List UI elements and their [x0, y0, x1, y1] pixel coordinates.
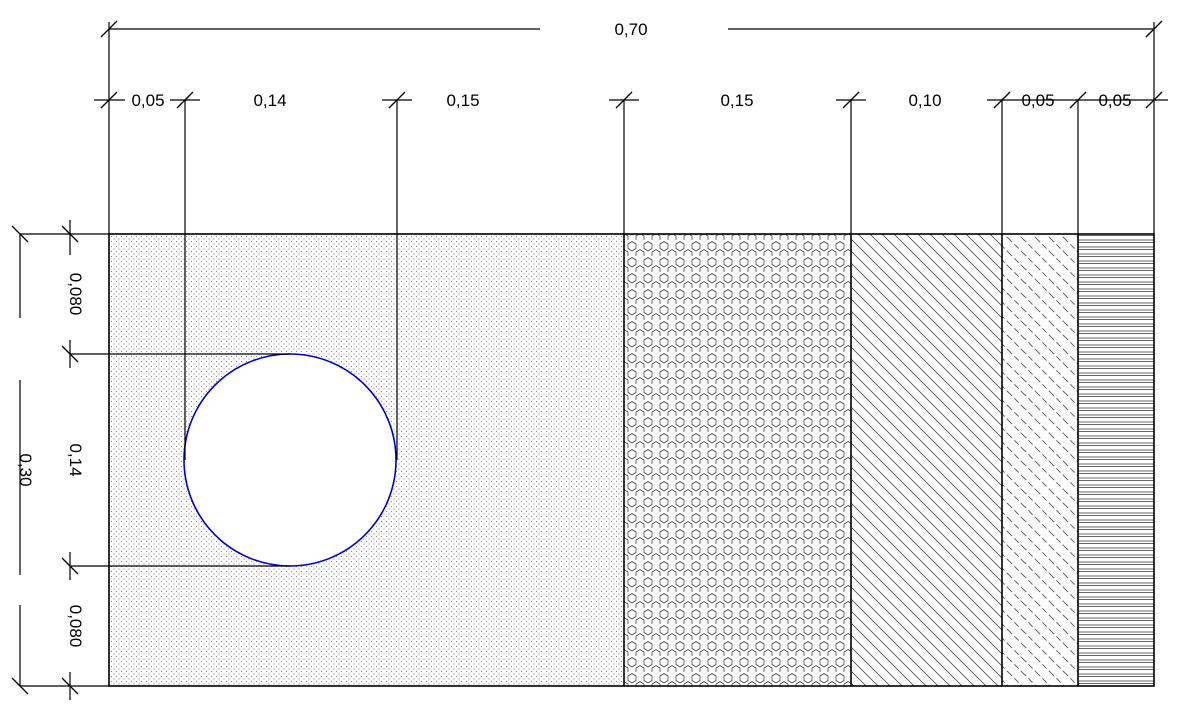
height-label-hole: 0,14: [66, 443, 85, 476]
hole-circle: [183, 353, 397, 567]
overall-height-label: 0,30: [16, 453, 35, 486]
height-label-top: 0,080: [66, 273, 85, 316]
width-label-3: 0,15: [446, 91, 479, 110]
material-diagonal-lines: [851, 234, 1002, 686]
width-label-1: 0,05: [131, 91, 164, 110]
dimension-ticks: [11, 20, 1163, 695]
width-label-4: 0,15: [720, 91, 753, 110]
overall-width-label: 0,70: [614, 20, 647, 39]
material-dashed-diagonal-lines: [1002, 234, 1078, 686]
height-label-bottom: 0,080: [66, 605, 85, 648]
width-label-7: 0,05: [1098, 91, 1131, 110]
width-label-5: 0,10: [908, 91, 941, 110]
section-outline: [108, 233, 1155, 687]
extension-lines: [20, 22, 1155, 687]
material-hexagon-grid: [624, 234, 851, 686]
width-label-6: 0,05: [1021, 91, 1054, 110]
width-label-2: 0,14: [253, 91, 286, 110]
material-horizontal-lines: [1078, 234, 1154, 686]
